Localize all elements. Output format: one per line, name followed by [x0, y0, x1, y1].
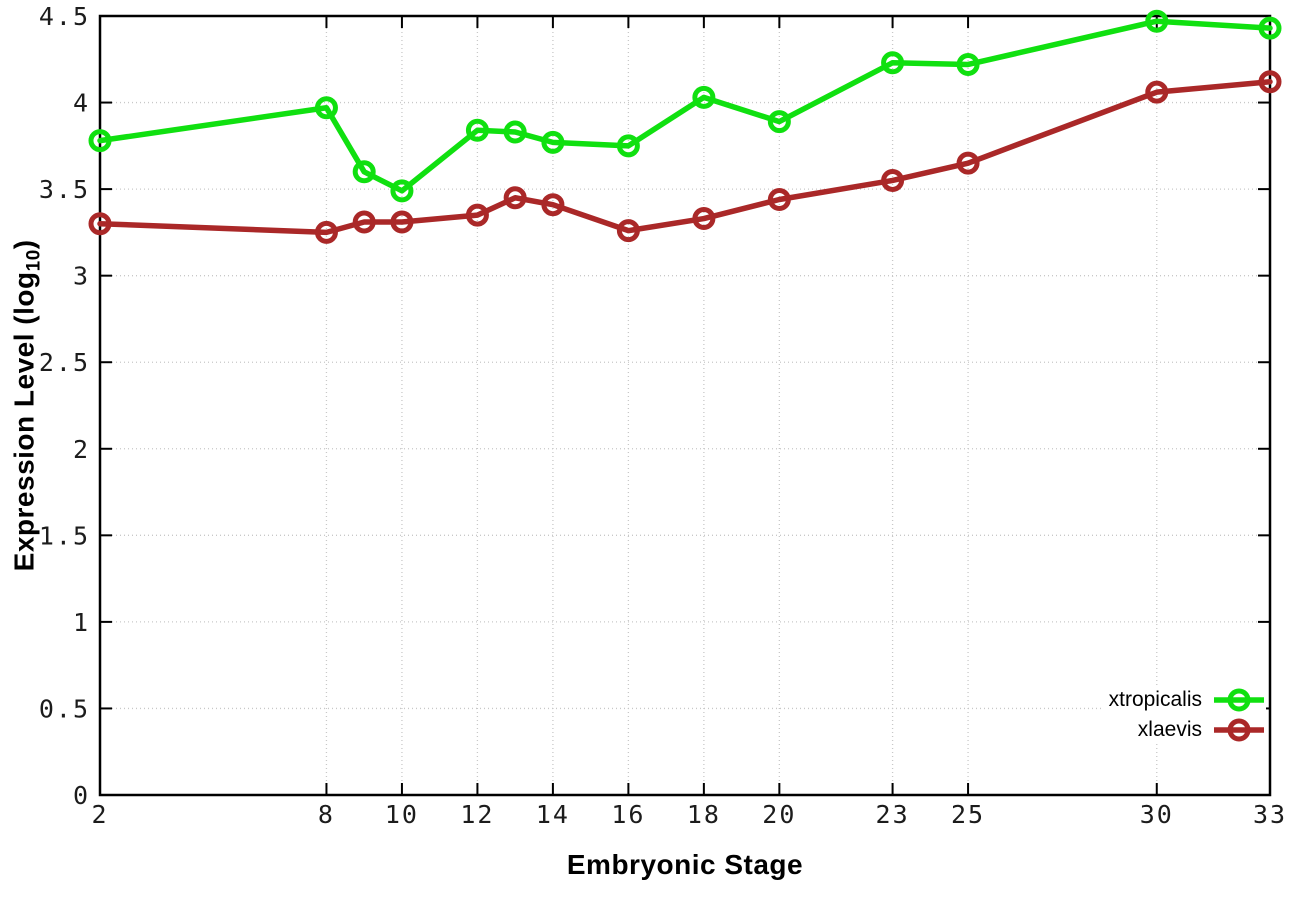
marker-xtropicalis-stage-33	[1258, 16, 1282, 40]
x-tick-label-20: 20	[762, 800, 796, 829]
marker-xtropicalis-stage-8	[314, 96, 338, 120]
y-tick-label-0.5: 0.5	[39, 694, 90, 723]
legend-label-xlaevis: xlaevis	[1137, 717, 1202, 741]
x-tick-label-12: 12	[460, 800, 494, 829]
marker-xtropicalis-stage-18	[692, 85, 716, 109]
x-tick-label-8: 8	[318, 800, 335, 829]
marker-xlaevis-stage-2	[88, 212, 112, 236]
marker-xlaevis-stage-13	[503, 186, 527, 210]
x-tick-label-14: 14	[536, 800, 570, 829]
y-axis-title-text: Expression Level (log10)	[9, 239, 46, 571]
marker-xtropicalis-stage-23	[881, 51, 905, 75]
y-tick-label-4.5: 4.5	[39, 2, 90, 31]
x-tick-label-25: 25	[951, 800, 985, 829]
y-tick-label-2.5: 2.5	[39, 348, 90, 377]
legend-item-xtropicalis: xtropicalis	[1100, 685, 1266, 714]
marker-xtropicalis-stage-2	[88, 129, 112, 153]
marker-xtropicalis-stage-14	[541, 130, 565, 154]
legend-circle-sample	[1227, 718, 1251, 741]
marker-xtropicalis-stage-16	[616, 134, 640, 158]
marker-xlaevis-stage-9	[352, 210, 376, 234]
y-axis-title-suffix: )	[8, 239, 40, 249]
marker-xlaevis-stage-8	[314, 220, 338, 244]
x-tick-label-30: 30	[1140, 800, 1174, 829]
y-tick-label-3: 3	[73, 262, 90, 291]
marker-xlaevis-stage-14	[541, 193, 565, 217]
y-tick-label-2: 2	[73, 435, 90, 464]
legend: xtropicalis xlaevis	[1100, 685, 1266, 744]
series-line-xtropicalis	[97, 18, 1273, 194]
marker-xlaevis-stage-16	[616, 219, 640, 243]
marker-xtropicalis-stage-20	[767, 110, 791, 134]
legend-circle-sample	[1227, 688, 1251, 711]
marker-xtropicalis-stage-12	[465, 118, 489, 142]
marker-xlaevis-stage-30	[1145, 80, 1169, 104]
marker-xlaevis-stage-12	[465, 203, 489, 227]
y-tick-label-1.5: 1.5	[39, 521, 90, 550]
legend-marker-icon-xtropicalis	[1214, 688, 1264, 711]
marker-xtropicalis-stage-30	[1145, 9, 1169, 33]
y-tick-label-1: 1	[73, 608, 90, 637]
legend-item-xlaevis: xlaevis	[1129, 715, 1266, 744]
marker-xlaevis-stage-33	[1258, 70, 1282, 94]
series-line-xlaevis	[97, 79, 1273, 236]
marker-xtropicalis-stage-25	[956, 52, 980, 76]
marker-xlaevis-stage-10	[390, 210, 414, 234]
marker-xtropicalis-stage-9	[352, 160, 376, 184]
marker-xlaevis-stage-23	[881, 168, 905, 192]
x-axis-title: Embryonic Stage	[566, 849, 804, 880]
y-tick-label-0: 0	[73, 781, 90, 810]
marker-xlaevis-stage-18	[692, 207, 716, 231]
plot-border	[98, 14, 1272, 797]
x-tick-label-2: 2	[91, 800, 108, 829]
marker-xlaevis-stage-20	[767, 187, 791, 211]
x-tick-label-33: 33	[1253, 800, 1287, 829]
marker-xtropicalis-stage-10	[390, 179, 414, 203]
x-tick-label-16: 16	[611, 800, 645, 829]
x-tick-label-23: 23	[876, 800, 910, 829]
y-axis-title: Expression Level (log10)	[4, 0, 50, 810]
marker-xlaevis-stage-25	[956, 151, 980, 175]
y-tick-label-3.5: 3.5	[39, 175, 90, 204]
x-tick-label-10: 10	[385, 800, 419, 829]
legend-label-xtropicalis: xtropicalis	[1108, 687, 1202, 711]
legend-marker-icon-xlaevis	[1214, 718, 1264, 741]
x-tick-label-18: 18	[687, 800, 721, 829]
y-tick-label-4: 4	[73, 89, 90, 118]
y-axis-title-prefix: Expression Level (log	[8, 271, 40, 571]
marker-xtropicalis-stage-13	[503, 120, 527, 144]
y-axis-title-subscript: 10	[23, 248, 45, 272]
